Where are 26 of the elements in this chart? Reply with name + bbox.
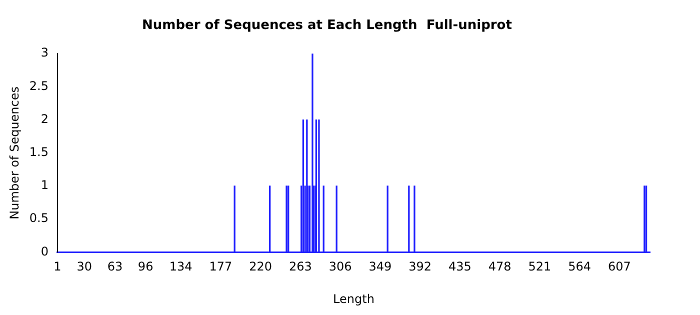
x-tick-label: 220 (249, 260, 272, 274)
y-tick-label: 2 (40, 112, 48, 126)
x-tick-label: 30 (76, 260, 92, 274)
x-tick-label: 564 (568, 260, 591, 274)
y-tick-label: 0 (40, 244, 48, 258)
chart-title: Number of Sequences at Each Length Full-uniprot (142, 18, 512, 34)
y-axis-title: Number of Sequences (7, 86, 22, 220)
y-tick-label: 1.5 (29, 145, 48, 160)
x-tick-label: 435 (448, 260, 472, 274)
x-tick-label: 607 (608, 260, 631, 274)
x-tick-label: 306 (328, 260, 352, 274)
x-tick-label: 96 (138, 260, 154, 274)
y-tick-label: 3 (40, 46, 48, 60)
x-tick-label: 1 (54, 260, 62, 274)
x-tick-label: 134 (169, 260, 192, 274)
x-axis-title: Length (333, 292, 374, 306)
x-tick-label: 392 (408, 260, 432, 274)
x-tick-label: 521 (528, 260, 552, 274)
y-tick-label: 0.5 (29, 211, 48, 226)
x-tick-label: 478 (488, 260, 512, 274)
x-tick-label: 263 (288, 260, 312, 274)
y-tick-label: 2.5 (29, 78, 48, 93)
x-tick-label: 177 (209, 260, 232, 274)
x-tick-label: 63 (107, 260, 123, 274)
y-tick-label: 1 (40, 178, 48, 192)
x-tick-label: 349 (368, 260, 392, 274)
